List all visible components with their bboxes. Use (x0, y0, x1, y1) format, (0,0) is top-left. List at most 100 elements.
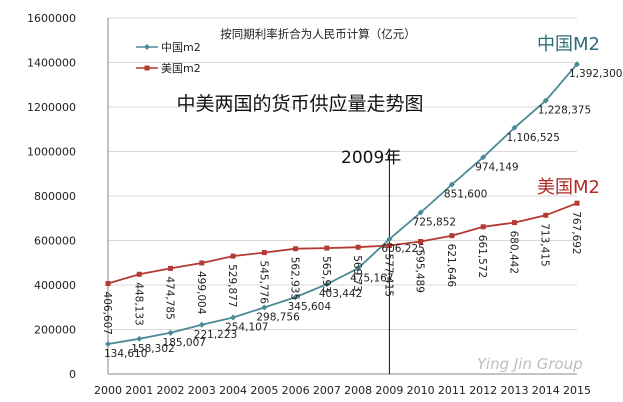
x-tick-label: 2012 (469, 384, 497, 397)
legend-marker-china (144, 44, 150, 50)
data-label-usa: 680,442 (507, 231, 519, 274)
point-usa (230, 253, 236, 259)
data-label-china: 403,442 (319, 288, 362, 300)
point-china (542, 97, 549, 104)
data-label-china: 158,302 (131, 343, 174, 355)
legend-marker-usa (144, 65, 150, 71)
point-usa (168, 265, 174, 271)
axes: 0 200000 400000 600000 800000 1000000 1200000 1… (27, 12, 591, 397)
data-label-china: 221,223 (194, 329, 237, 341)
x-tick-label: 2004 (219, 384, 247, 397)
y-tick-label: 1200000 (27, 101, 76, 114)
watermark: Ying Jin Group (477, 355, 583, 373)
point-china (261, 304, 268, 311)
point-usa (480, 224, 486, 230)
x-tick-label: 2003 (188, 384, 216, 397)
x-tick-label: 2001 (125, 384, 153, 397)
point-usa (136, 271, 142, 277)
point-usa (543, 212, 549, 218)
y-tick-label: 1600000 (27, 12, 76, 25)
data-label-china: 345,604 (288, 301, 332, 313)
point-china (230, 314, 237, 321)
series-line-usa (107, 202, 578, 285)
data-label-china: 606,225 (381, 243, 424, 255)
point-china (448, 181, 455, 188)
y-tick-label: 1400000 (27, 57, 76, 70)
series-line-china (107, 63, 578, 345)
point-china (417, 209, 424, 216)
point-usa (261, 250, 267, 256)
data-label-china: 1,392,300 (569, 68, 622, 80)
x-tick-label: 2015 (563, 384, 591, 397)
x-tick-label: 2013 (500, 384, 528, 397)
point-usa (418, 239, 424, 245)
data-label-usa: 474,785 (164, 276, 176, 319)
x-tick-label: 2008 (344, 384, 372, 397)
x-tick-label: 2014 (532, 384, 560, 397)
point-usa (324, 245, 330, 251)
x-tick-label: 2007 (313, 384, 341, 397)
year-2009-annotation: 2009年 (341, 148, 401, 168)
point-usa (386, 243, 392, 249)
point-china (480, 154, 487, 161)
china-m2-annotation: 中国M2 (537, 34, 600, 55)
x-tick-label: 2002 (157, 384, 185, 397)
chart-title: 按同期利率折合为人民币计算（亿元） (220, 27, 416, 41)
data-label-china: 185,007 (163, 337, 206, 349)
point-usa (199, 260, 205, 266)
data-label-usa: 577,415 (382, 254, 394, 297)
data-label-usa: 569,73 (351, 255, 363, 292)
y-tick-label: 800000 (34, 190, 76, 203)
data-label-china: 851,600 (444, 189, 487, 201)
data-label-china: 725,852 (413, 216, 456, 228)
y-tick-label: 1000000 (27, 146, 76, 159)
data-label-china: 134,610 (104, 348, 147, 360)
point-china (386, 236, 393, 243)
data-label-china: 1,106,525 (506, 132, 559, 144)
y-tick-label: 600000 (34, 235, 76, 248)
point-china (198, 321, 205, 328)
x-tick-label: 2010 (407, 384, 435, 397)
legend-label-usa: 美国m2 (161, 62, 201, 75)
data-label-usa: 562,935 (289, 257, 301, 300)
point-usa (105, 281, 111, 287)
data-label-usa: 713,415 (539, 223, 551, 266)
point-usa (511, 220, 517, 226)
point-china (167, 329, 174, 336)
data-label-usa: 529,877 (226, 264, 238, 307)
data-label-usa: 565,93 (320, 256, 332, 293)
x-tick-label: 2000 (94, 384, 122, 397)
data-label-china: 298,756 (256, 312, 300, 324)
point-china (323, 281, 330, 288)
data-label-usa: 595,489 (414, 250, 426, 293)
legend: 中国m2 美国m2 (136, 41, 201, 75)
chart-subtitle: 中美两国的货币供应量走势图 (176, 93, 423, 115)
point-usa (574, 200, 580, 206)
data-label-usa: 406,607 (101, 292, 113, 335)
point-usa (449, 233, 455, 239)
point-usa (355, 244, 361, 250)
point-china (292, 294, 299, 301)
x-tick-label: 2009 (375, 384, 403, 397)
data-label-usa: 545,776 (257, 261, 269, 305)
legend-label-china: 中国m2 (161, 41, 201, 54)
point-china (574, 61, 580, 68)
point-china (136, 335, 143, 342)
data-label-china: 974,149 (475, 161, 518, 173)
data-label-usa: 448,133 (132, 282, 144, 325)
y-tick-label: 400000 (34, 279, 76, 292)
point-usa (293, 246, 299, 252)
y-tick-label: 0 (69, 368, 76, 381)
data-labels: 134,610158,302185,007221,223254,107298,7… (101, 68, 622, 360)
series-layer (105, 61, 580, 348)
point-china (511, 124, 518, 131)
point-china (105, 341, 111, 348)
y-tick-label: 200000 (34, 324, 76, 337)
point-china (355, 265, 362, 272)
data-label-usa: 661,572 (476, 235, 488, 278)
data-label-china: 475,167 (350, 272, 393, 284)
x-tick-label: 2005 (250, 384, 278, 397)
data-label-usa: 767,692 (570, 211, 582, 254)
